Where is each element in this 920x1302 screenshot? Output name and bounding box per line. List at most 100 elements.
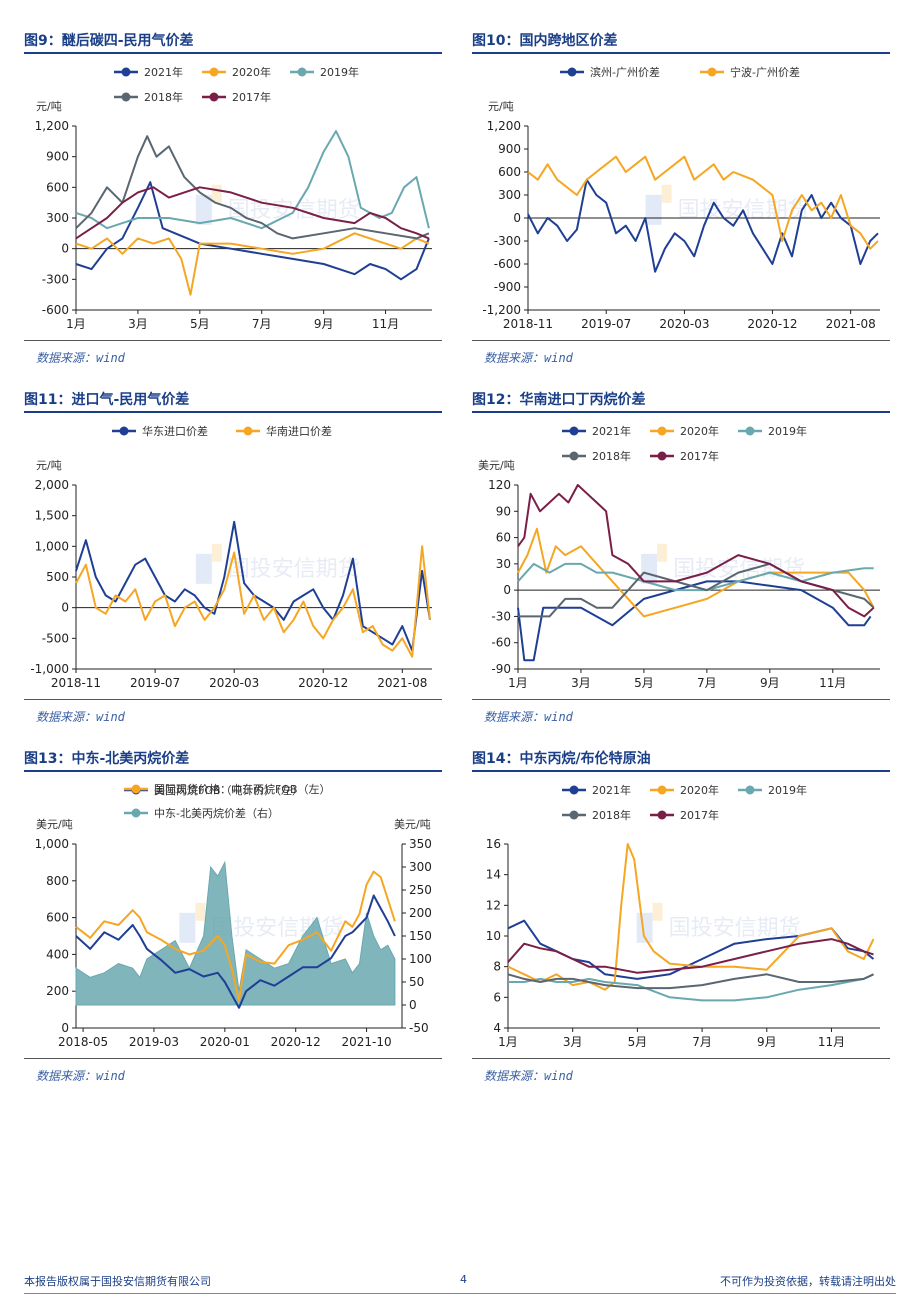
series-area bbox=[75, 860, 396, 1006]
watermark-logo-bar bbox=[645, 194, 662, 225]
y-tick-label: 90 bbox=[496, 504, 511, 518]
legend-label: 2021年 bbox=[592, 783, 631, 797]
watermark-logo-bar bbox=[179, 912, 196, 943]
data-source: 数据来源：wind bbox=[36, 351, 125, 365]
series-line bbox=[75, 894, 396, 1009]
x-tick-label: 2021-08 bbox=[377, 676, 427, 690]
legend-swatch-marker bbox=[121, 92, 131, 102]
legend-label: 2018年 bbox=[592, 449, 631, 463]
chart-title: 图9：醚后碳四-民用气价差 bbox=[24, 33, 194, 49]
chart-panel-fig12: 图12：华南进口丁丙烷价差 2021年 2020年 2019年 2018年 2017年美… bbox=[472, 389, 890, 739]
y-tick-label: 60 bbox=[496, 531, 511, 545]
y-axis-label: 美元/吨 bbox=[478, 459, 515, 472]
chart-bottom-rule bbox=[472, 1058, 890, 1059]
y-tick-label: 0 bbox=[503, 583, 511, 597]
watermark: 国投安信期货 bbox=[195, 543, 360, 584]
legend-swatch-marker bbox=[243, 426, 253, 436]
legend-swatch-marker bbox=[567, 67, 577, 77]
legend-item: 2018年 bbox=[562, 808, 631, 822]
legend-label: 2017年 bbox=[232, 90, 271, 104]
x-tick-label: 9月 bbox=[760, 676, 780, 690]
series-line bbox=[75, 232, 430, 296]
y-tick-label: 300 bbox=[498, 188, 521, 202]
data-source: 数据来源：wind bbox=[484, 1069, 573, 1083]
y-tick-label: -600 bbox=[42, 303, 69, 317]
x-tick-label: 2021-10 bbox=[341, 1035, 391, 1049]
legend-swatch-marker bbox=[119, 426, 129, 436]
footer-rule bbox=[24, 1293, 896, 1294]
y-tick-label-right: 150 bbox=[409, 929, 432, 943]
y-tick-label: 6 bbox=[493, 990, 501, 1004]
x-tick-label: 3月 bbox=[571, 676, 591, 690]
x-tick-label: 2020-03 bbox=[659, 317, 709, 331]
x-tick-label: 5月 bbox=[190, 317, 210, 331]
y-tick-label: 4 bbox=[493, 1021, 501, 1035]
title-rule bbox=[24, 770, 442, 772]
legend-label: 滨州-广州价差 bbox=[590, 65, 660, 79]
legend-swatch-marker bbox=[131, 784, 141, 794]
y-tick-label: 8 bbox=[493, 960, 501, 974]
legend-label: 2021年 bbox=[144, 65, 183, 79]
legend-label: 2017年 bbox=[680, 449, 719, 463]
data-source: 数据来源：wind bbox=[484, 710, 573, 724]
x-tick-label: 2020-01 bbox=[200, 1035, 250, 1049]
series-line bbox=[517, 527, 875, 618]
x-tick-label: 2018-11 bbox=[503, 317, 553, 331]
y-tick-label: 0 bbox=[61, 242, 69, 256]
x-tick-label: 1月 bbox=[66, 317, 86, 331]
title-rule bbox=[24, 411, 442, 413]
x-tick-label: 11月 bbox=[372, 317, 399, 331]
legend-item: 华东进口价差 bbox=[112, 424, 208, 438]
watermark-logo-bar bbox=[636, 912, 653, 943]
legend-item: 2021年 bbox=[114, 65, 183, 79]
x-tick-label: 9月 bbox=[757, 1035, 777, 1049]
legend-item: 2020年 bbox=[202, 65, 271, 79]
y-tick-label-right: 350 bbox=[409, 837, 432, 851]
x-tick-label: 2018-05 bbox=[58, 1035, 108, 1049]
chart-bottom-rule bbox=[24, 1058, 442, 1059]
watermark-logo-accent bbox=[652, 902, 663, 921]
y-tick-label: 0 bbox=[61, 601, 69, 615]
y-tick-label: 12 bbox=[486, 898, 501, 912]
chart-title: 图10：国内跨地区价差 bbox=[472, 33, 618, 49]
legend-swatch-marker bbox=[569, 810, 579, 820]
chart-title: 图11：进口气-民用气价差 bbox=[24, 392, 190, 408]
y-tick-label: 1,500 bbox=[35, 509, 69, 523]
legend-label: 2020年 bbox=[680, 783, 719, 797]
legend-label: 华南进口价差 bbox=[266, 424, 332, 438]
x-tick-label: 7月 bbox=[697, 676, 717, 690]
y-tick-label-right: 200 bbox=[409, 906, 432, 920]
legend-swatch-marker bbox=[569, 451, 579, 461]
watermark-text: 国投安信期货 bbox=[673, 557, 805, 582]
legend-item: 宁波-广州价差 bbox=[700, 65, 800, 79]
legend-item: 国际现货价格：中东丙烷FOB（左） bbox=[124, 782, 331, 796]
series-line bbox=[517, 580, 872, 662]
x-tick-label: 11月 bbox=[818, 1035, 845, 1049]
y-axis-label: 元/吨 bbox=[36, 100, 62, 113]
legend-label: 2021年 bbox=[592, 424, 631, 438]
chart-panel-fig11: 图11：进口气-民用气价差 华东进口价差 华南进口价差 元/吨 国投安信期货 2,000… bbox=[24, 389, 442, 739]
series-line bbox=[75, 186, 430, 240]
legend-label: 2019年 bbox=[768, 424, 807, 438]
y-tick-label-right: 300 bbox=[409, 860, 432, 874]
watermark: 国投安信期货 bbox=[636, 902, 801, 943]
legend-label: 2020年 bbox=[680, 424, 719, 438]
data-source: 数据来源：wind bbox=[484, 351, 573, 365]
legend-swatch-marker bbox=[707, 67, 717, 77]
legend-swatch-marker bbox=[657, 451, 667, 461]
chart-bottom-rule bbox=[24, 340, 442, 341]
legend-item: 2017年 bbox=[650, 449, 719, 463]
footer-disclaimer: 不可作为投资依据，转载请注明出处 bbox=[720, 1275, 896, 1288]
y-tick-label: 16 bbox=[486, 837, 501, 851]
y-tick-label: -500 bbox=[42, 631, 69, 645]
x-tick-label: 1月 bbox=[498, 1035, 518, 1049]
series-line bbox=[75, 181, 430, 281]
x-tick-label: 11月 bbox=[819, 676, 846, 690]
x-tick-label: 5月 bbox=[634, 676, 654, 690]
watermark-logo-bar bbox=[195, 194, 212, 225]
watermark: 国投安信期货 bbox=[645, 184, 810, 225]
